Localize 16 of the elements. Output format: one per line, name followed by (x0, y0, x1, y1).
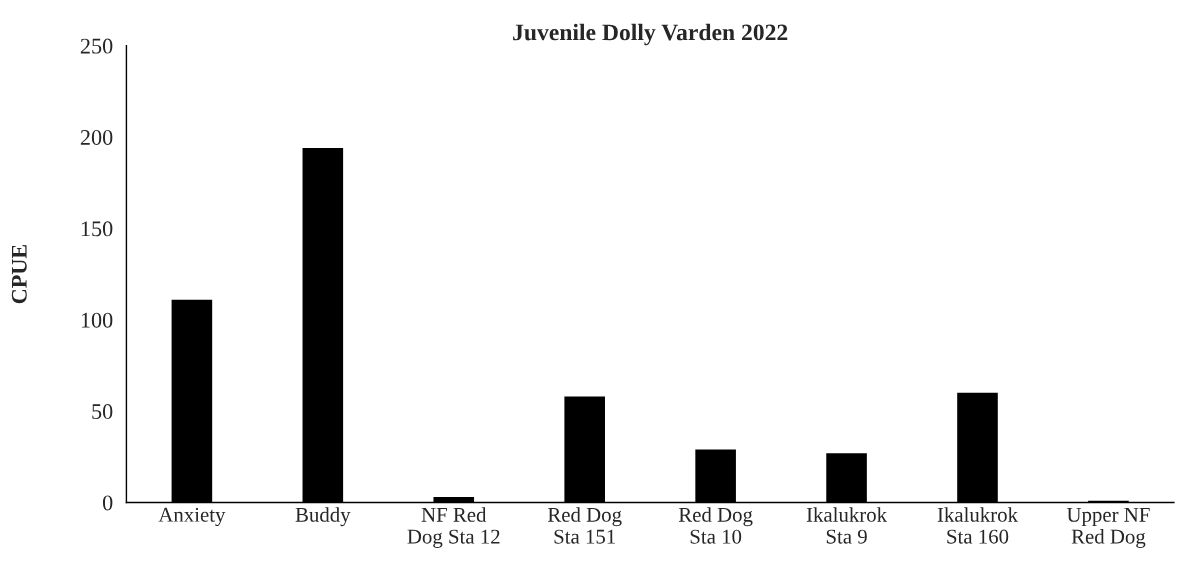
x-tick-label: Ikalukrok Sta 9 (806, 507, 888, 544)
x-tick-label: Anxiety (158, 507, 226, 527)
x-tick-label: Buddy (295, 507, 351, 527)
y-tick-label: 250 (80, 38, 113, 54)
x-tick-label: Red Dog Sta 10 (678, 507, 753, 544)
y-tick-label: 50 (92, 404, 113, 420)
y-tick-label: 200 (80, 129, 113, 145)
y-axis-title: CPUE (11, 244, 27, 304)
x-tick-label: Red Dog Sta 151 (547, 507, 622, 544)
x-tick-label: NF Red Dog Sta 12 (407, 507, 500, 548)
y-tick-label: 150 (81, 221, 113, 237)
y-tick-label: 100 (81, 312, 113, 328)
x-tick-label: Upper NF Red Dog (1066, 508, 1150, 548)
x-tick-label: Ikalukrok Sta 160 (937, 507, 1018, 544)
chart-title: Juvenile Dolly Varden 2022 (513, 23, 788, 46)
y-tick-label: 0 (102, 495, 113, 511)
